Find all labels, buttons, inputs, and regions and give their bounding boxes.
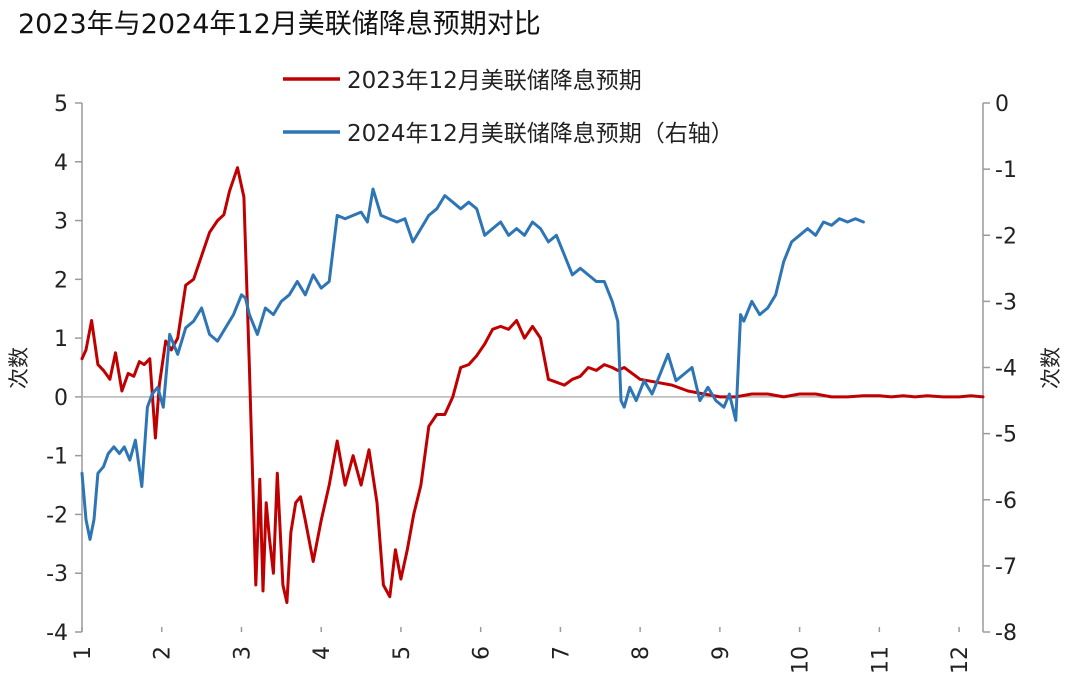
x-tick-label: 10 [789,646,814,674]
x-tick-label: 4 [310,646,335,660]
y-tick-label-left: 0 [54,386,68,411]
y-tick-label-left: 2 [54,268,68,293]
x-tick-label: 1 [71,646,96,660]
x-tick-label: 12 [948,646,973,674]
y-tick-label-right: -7 [995,555,1017,580]
x-tick-label: 7 [549,646,574,660]
y-tick-label-left: -1 [46,445,68,470]
y-tick-label-left: -3 [46,562,68,587]
y-tick-label-right: -1 [995,158,1017,183]
x-tick-label: 3 [230,646,255,660]
y-tick-label-right: -3 [995,290,1017,315]
y-tick-label-left: -2 [46,503,68,528]
x-tick-label: 6 [470,646,495,660]
y-tick-label-left: 4 [54,151,68,176]
x-tick-label: 2 [151,646,176,660]
y-axis-label-left: 次数 [7,347,31,389]
x-tick-label: 8 [629,646,654,660]
legend: 2023年12月美联储降息预期 2024年12月美联储降息预期（右轴） [283,68,734,147]
y-axis-label-right: 次数 [1039,347,1063,389]
series-line-1 [80,166,985,605]
y-tick-label-left: 5 [54,92,68,117]
y-tick-label-right: -2 [995,224,1017,249]
legend-label-1: 2023年12月美联储降息预期 [347,68,642,94]
legend-label-2: 2024年12月美联储降息预期（右轴） [347,121,734,147]
y-tick-label-left: 1 [54,327,68,352]
y-tick-label-right: 0 [995,92,1009,117]
y-tick-label-right: -8 [995,621,1017,646]
y-tick-label-right: -4 [995,357,1017,382]
chart-title: 2023年与2024年12月美联储降息预期对比 [18,9,541,40]
y-tick-label-left: 3 [54,210,68,235]
y-tick-label-right: -5 [995,423,1017,448]
series-line-2 [80,187,865,541]
plot-area [80,166,985,605]
x-tick-label: 11 [868,646,893,674]
y-tick-label-right: -6 [995,489,1017,514]
x-tick-label: 5 [390,646,415,660]
y-tick-label-left: -4 [46,621,68,646]
x-tick-label: 9 [709,646,734,660]
